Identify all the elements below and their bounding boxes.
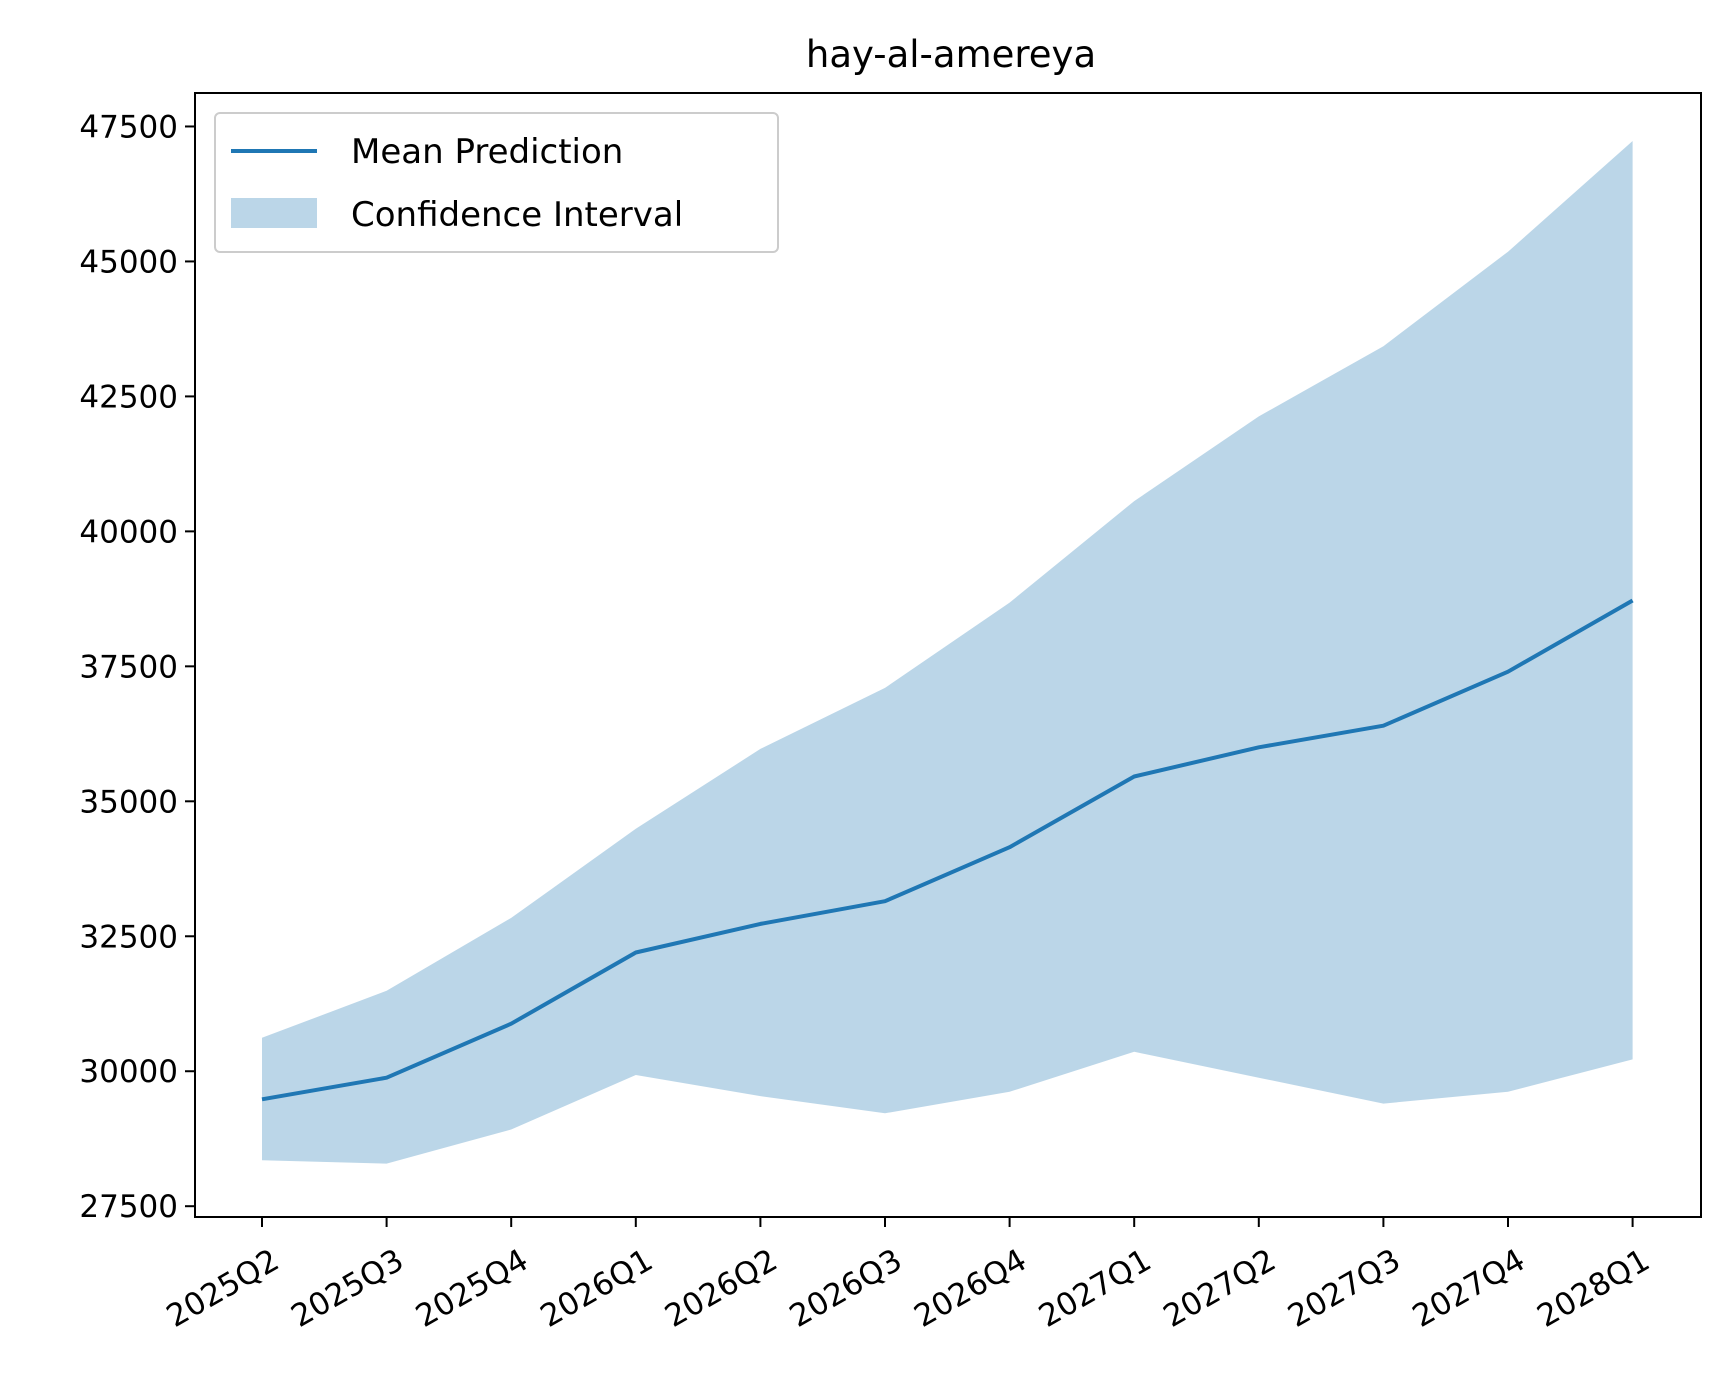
legend-label-mean: Mean Prediction [351, 132, 623, 172]
legend: Mean Prediction Confidence Interval [214, 112, 779, 253]
y-tick-label: 27500 [79, 1189, 178, 1225]
y-tick-label: 37500 [79, 649, 178, 685]
y-tick-label: 35000 [79, 784, 178, 820]
y-tick-label: 40000 [79, 514, 178, 550]
y-tick-label: 45000 [79, 244, 178, 280]
plot-frame [194, 92, 1702, 1218]
confidence-interval-band [262, 141, 1633, 1164]
y-tick-label: 42500 [79, 379, 178, 415]
y-tick-label: 30000 [79, 1054, 178, 1090]
confidence-band-layer [262, 141, 1633, 1164]
y-tick-label: 32500 [79, 919, 178, 955]
mean-line-layer [261, 598, 1634, 1102]
chart-title: hay-al-amereya [806, 33, 1096, 76]
y-axis: 27500 30000 32500 35000 37500 40000 42500 45000… [79, 109, 195, 1225]
mean-prediction-line [261, 598, 1634, 1102]
legend-box [214, 112, 779, 253]
legend-label-interval: Confidence Interval [351, 195, 683, 235]
y-tick-label: 47500 [79, 109, 178, 145]
legend-band-swatch [231, 198, 317, 228]
